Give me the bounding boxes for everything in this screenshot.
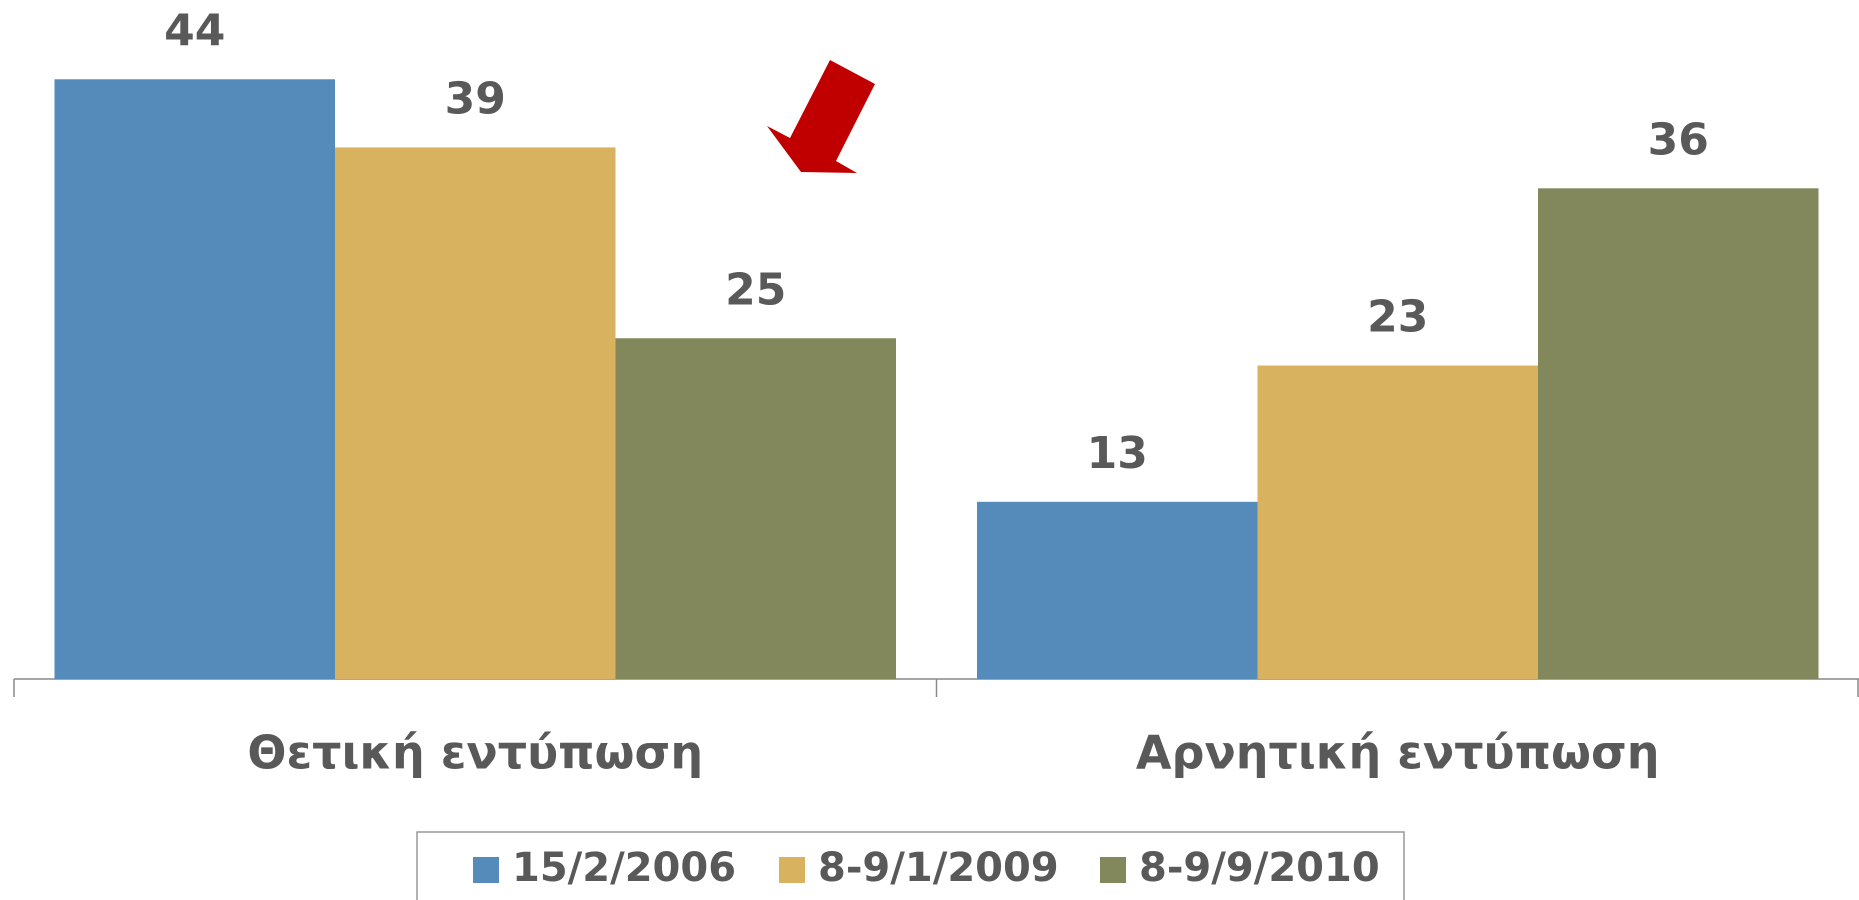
legend-box: [416, 831, 1405, 900]
legend-swatch: [473, 857, 499, 883]
data-label: 39: [445, 73, 506, 124]
legend-swatch: [779, 857, 805, 883]
legend-label: 8-9/1/2009: [818, 845, 1059, 891]
data-label: 36: [1648, 114, 1709, 165]
data-label: 44: [164, 5, 225, 56]
bar: [1538, 188, 1819, 679]
bar: [335, 147, 616, 679]
bar: [615, 338, 896, 679]
bar: [1257, 365, 1538, 679]
arrow: [767, 60, 875, 173]
bar: [54, 79, 335, 679]
legend-swatch: [1100, 857, 1126, 883]
bar: [977, 501, 1258, 679]
data-label: 23: [1367, 292, 1428, 343]
x-tick-label: Θετική εντύπωση: [247, 726, 703, 780]
data-label: 13: [1087, 428, 1148, 479]
legend-label: 8-9/9/2010: [1139, 845, 1380, 891]
data-label: 25: [725, 264, 786, 315]
x-tick-label: Αρνητική εντύπωση: [1136, 726, 1660, 780]
legend-label: 15/2/2006: [512, 845, 736, 891]
